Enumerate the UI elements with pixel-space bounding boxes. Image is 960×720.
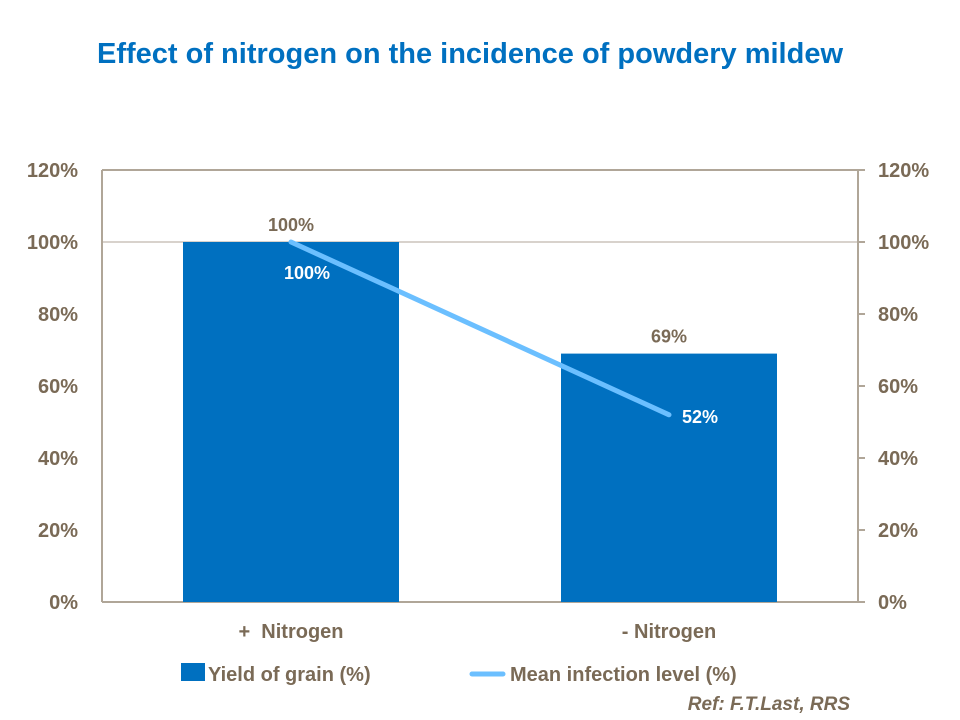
- x-category-label: + Nitrogen: [238, 621, 343, 643]
- chart-title: Effect of nitrogen on the incidence of p…: [97, 38, 843, 70]
- y2-tick-label: 40%: [878, 448, 918, 470]
- legend-label-line: Mean infection level (%): [510, 664, 737, 686]
- y-tick-label: 40%: [38, 448, 78, 470]
- y-tick-label: 60%: [38, 376, 78, 398]
- y2-tick-label: 120%: [878, 160, 929, 182]
- y2-tick-label: 80%: [878, 304, 918, 326]
- y-tick-label: 20%: [38, 520, 78, 542]
- legend-swatch-bar: [181, 663, 205, 681]
- line-data-label: 100%: [284, 263, 330, 283]
- y-tick-label: 100%: [27, 232, 78, 254]
- x-category-label: - Nitrogen: [622, 621, 716, 643]
- bar-data-label: 69%: [651, 327, 687, 347]
- bar-data-label: 100%: [268, 215, 314, 235]
- y2-tick-label: 100%: [878, 232, 929, 254]
- y2-tick-label: 0%: [878, 592, 907, 614]
- y2-tick-label: 20%: [878, 520, 918, 542]
- bar-1: [183, 242, 399, 602]
- y-tick-label: 0%: [49, 592, 78, 614]
- y-tick-label: 120%: [27, 160, 78, 182]
- y-tick-label: 80%: [38, 304, 78, 326]
- reference-note: Ref: F.T.Last, RRS: [687, 694, 850, 715]
- line-data-label: 52%: [682, 407, 718, 427]
- y2-tick-label: 60%: [878, 376, 918, 398]
- legend-label-bar: Yield of grain (%): [208, 664, 371, 686]
- line-series-infection: [288, 239, 672, 418]
- bar-2: [561, 353, 777, 602]
